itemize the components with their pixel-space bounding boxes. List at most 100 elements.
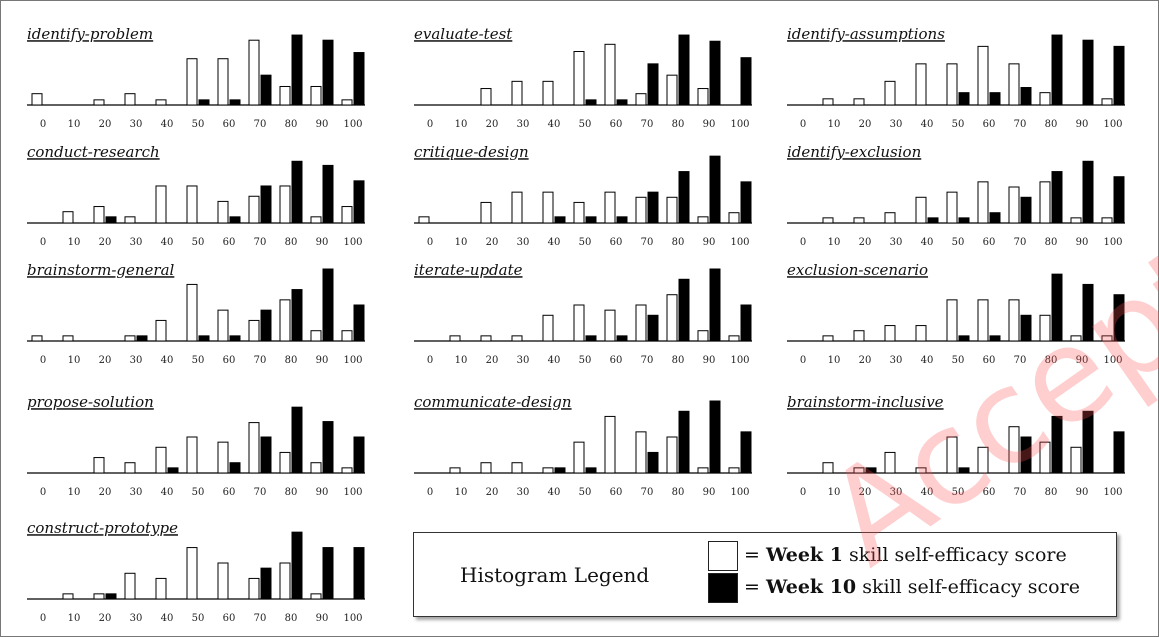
bar-week10	[1113, 294, 1125, 342]
tick-label: 80	[1045, 355, 1058, 366]
tick-label: 50	[952, 237, 965, 248]
bar-week1	[124, 216, 136, 224]
tick-label: 30	[517, 237, 530, 248]
bar-week1	[1039, 314, 1051, 342]
bar-week1	[93, 593, 105, 600]
bar-week10	[105, 593, 117, 600]
tick-label: 70	[1014, 487, 1027, 498]
tick-label: 30	[890, 237, 903, 248]
tick-label: 80	[1045, 237, 1058, 248]
chart-title: exclusion-scenario	[787, 261, 928, 279]
bar-week10	[353, 180, 365, 224]
histogram-conduct-research: conduct-research 0 10 20 30 40 50 60 70 80 90 100	[27, 143, 365, 248]
histogram-legend: Histogram Legend = Week 1 skill self-eff…	[413, 532, 1117, 617]
bar-week1	[155, 446, 167, 474]
bar-week10	[260, 185, 272, 224]
bar-week1	[124, 335, 136, 342]
tick-label: 70	[1014, 237, 1027, 248]
tick-label: 20	[486, 487, 499, 498]
bar-week1	[1039, 92, 1051, 106]
bar-week1	[217, 200, 229, 224]
tick-label: 90	[1076, 487, 1089, 498]
tick-label: 30	[890, 355, 903, 366]
bar-week10	[291, 406, 303, 474]
tick-label: 60	[610, 355, 623, 366]
chart-title: brainstorm-general	[27, 261, 175, 279]
bar-week10	[1051, 34, 1063, 106]
tick-label: 30	[130, 355, 143, 366]
legend-week1-rest: skill self-efficacy score	[842, 544, 1067, 566]
tick-label: 20	[859, 487, 872, 498]
week10-swatch	[708, 573, 738, 603]
bar-week10	[740, 57, 752, 106]
tick-label: 70	[641, 355, 654, 366]
bar-week1	[853, 330, 865, 342]
tick-label: 100	[343, 355, 362, 366]
bar-week1	[946, 299, 958, 342]
tick-label: 80	[672, 119, 685, 130]
tick-label: 0	[800, 355, 806, 366]
bar-week1	[248, 577, 260, 600]
bar-week10	[958, 335, 970, 342]
tick-label: 50	[579, 119, 592, 130]
tick-label: 100	[1103, 119, 1122, 130]
bar-week1	[1101, 98, 1113, 106]
tick-label: 80	[1045, 487, 1058, 498]
bar-week1	[310, 85, 322, 106]
bar-week1	[1039, 441, 1051, 474]
bar-week1	[542, 314, 554, 342]
tick-label: 40	[161, 613, 174, 624]
bar-week1	[666, 294, 678, 342]
tick-label: 10	[68, 487, 81, 498]
tick-label: 60	[223, 119, 236, 130]
tick-label: 40	[161, 355, 174, 366]
bar-week1	[248, 39, 260, 106]
tick-label: 30	[130, 237, 143, 248]
bar-week1	[217, 309, 229, 342]
bar-week1	[155, 319, 167, 342]
bar-week10	[1082, 410, 1094, 474]
tick-label: 70	[254, 355, 267, 366]
bar-week1	[248, 422, 260, 474]
tick-label: 70	[254, 487, 267, 498]
bar-week1	[93, 457, 105, 474]
bar-week10	[616, 216, 628, 224]
bar-week10	[229, 335, 241, 342]
tick-label: 100	[730, 119, 749, 130]
bar-week10	[927, 217, 939, 224]
histogram-identify-problem: identify-problem 0 10 20 30 40 50 60 70 80 90 100	[27, 25, 365, 130]
bar-week1	[666, 436, 678, 474]
tick-label: 80	[672, 355, 685, 366]
tick-label: 100	[730, 355, 749, 366]
tick-label: 40	[548, 487, 561, 498]
tick-label: 60	[223, 355, 236, 366]
tick-label: 60	[983, 355, 996, 366]
bar-week1	[124, 572, 136, 600]
tick-label: 90	[1076, 119, 1089, 130]
bar-week1	[279, 451, 291, 474]
bar-week10	[1051, 415, 1063, 474]
tick-label: 20	[99, 355, 112, 366]
tick-label: 70	[1014, 355, 1027, 366]
bar-week1	[977, 299, 989, 342]
bar-week10	[260, 436, 272, 474]
bar-week10	[322, 268, 334, 342]
bar-week1	[542, 191, 554, 224]
bar-week10	[989, 212, 1001, 224]
bar-week1	[1070, 335, 1082, 342]
bar-week10	[958, 467, 970, 474]
bar-week10	[647, 191, 659, 224]
bar-week1	[341, 206, 353, 224]
bar-week1	[1070, 217, 1082, 224]
tick-label: 100	[343, 487, 362, 498]
bar-week1	[977, 45, 989, 106]
tick-label: 40	[548, 119, 561, 130]
tick-label: 10	[828, 237, 841, 248]
tick-label: 90	[316, 237, 329, 248]
tick-label: 40	[161, 119, 174, 130]
tick-label: 60	[983, 487, 996, 498]
tick-label: 20	[486, 119, 499, 130]
tick-label: 70	[641, 237, 654, 248]
bar-week10	[740, 304, 752, 342]
bar-week10	[198, 335, 210, 342]
